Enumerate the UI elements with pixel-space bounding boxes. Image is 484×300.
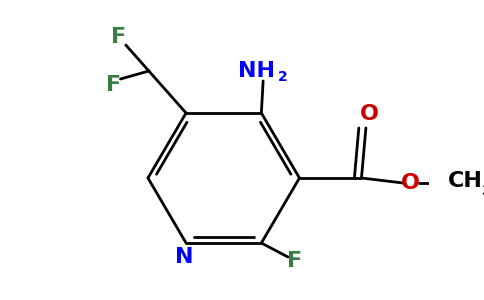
Text: F: F	[111, 27, 126, 47]
Text: O: O	[401, 173, 420, 193]
Text: F: F	[106, 75, 121, 95]
Text: 2: 2	[278, 70, 287, 84]
Text: 3: 3	[482, 184, 484, 198]
Text: N: N	[175, 247, 194, 267]
Text: NH: NH	[238, 61, 274, 81]
Text: O: O	[360, 104, 379, 124]
Text: CH: CH	[448, 171, 483, 191]
Text: F: F	[287, 251, 302, 271]
